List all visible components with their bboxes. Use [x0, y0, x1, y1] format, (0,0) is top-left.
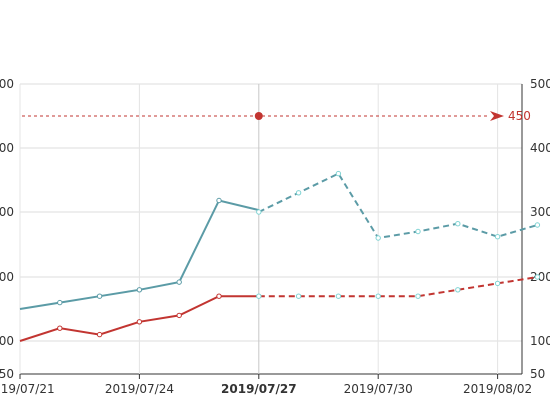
mark-line-arrow	[490, 111, 504, 121]
series-1-point	[415, 228, 421, 235]
series-2-point	[216, 293, 222, 299]
series-2-point	[534, 274, 541, 280]
series-1-point	[534, 222, 541, 228]
series-2-point	[295, 293, 302, 299]
series-1-point	[295, 190, 302, 196]
series-1-point	[57, 299, 63, 306]
series-2-point	[375, 293, 381, 299]
y-left-tick-label: 500	[0, 77, 14, 91]
x-tick-label: 2019/07/27	[221, 382, 297, 396]
x-tick-label: 2019/07/30	[344, 382, 413, 396]
series-1-point	[136, 287, 143, 293]
series-2-point	[494, 280, 501, 287]
series-1-point	[96, 293, 103, 299]
x-tick-label: 2019/08/02	[463, 382, 532, 396]
y-left-tick-label: 200	[0, 270, 14, 284]
series-2-line-dashed	[258, 276, 538, 298]
x-tick-label: 2019/07/21	[0, 382, 55, 396]
series-1-point	[494, 234, 501, 240]
y-right-tick-label: 100	[530, 334, 550, 348]
series-1-point	[176, 279, 182, 285]
series-1-point	[455, 221, 461, 227]
y-left-tick-label: 100	[0, 334, 14, 348]
mark-line-label: 450	[508, 109, 531, 123]
series-2-point	[176, 312, 182, 319]
series-2-point	[455, 287, 461, 293]
y-right-tick-label: 300	[530, 205, 550, 219]
series-1-point	[256, 209, 262, 215]
y-left-tick-label: 50	[0, 367, 14, 381]
current-marker-dot	[254, 112, 263, 120]
series-1-point	[375, 235, 381, 241]
series-2-point	[256, 293, 262, 299]
y-right-tick-label: 500	[530, 77, 550, 91]
series-2-point	[136, 319, 143, 325]
series-2-point	[335, 293, 342, 299]
series-1-point	[216, 197, 222, 204]
x-tick-label: 2019/07/24	[105, 382, 174, 396]
y-right-tick-label: 50	[530, 367, 545, 381]
series-1-point	[335, 170, 342, 177]
series-2-point	[96, 331, 103, 338]
y-right-tick-label: 400	[530, 141, 550, 155]
series-1-line-dashed	[258, 172, 538, 240]
series-2-point	[415, 293, 421, 299]
y-left-tick-label: 400	[0, 141, 14, 155]
series-2-point	[57, 325, 63, 331]
y-left-tick-label: 300	[0, 205, 14, 219]
